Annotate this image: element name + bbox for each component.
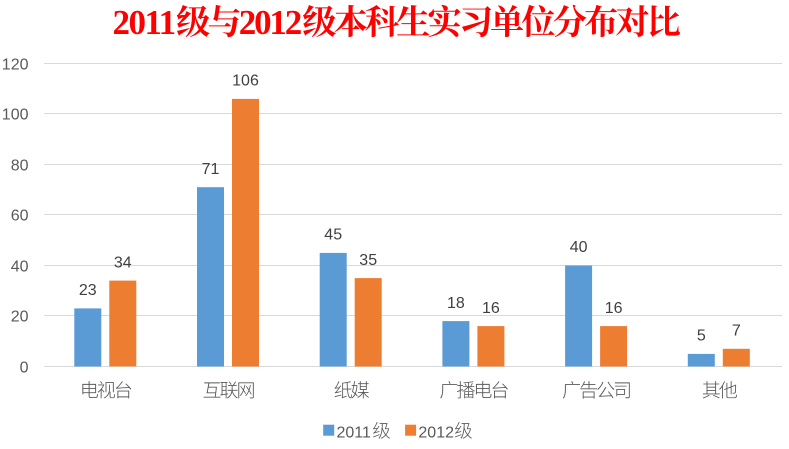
svg-text:80: 80 — [11, 158, 29, 175]
svg-text:16: 16 — [482, 300, 500, 317]
svg-text:2012: 2012 — [239, 3, 303, 42]
svg-text:40: 40 — [570, 239, 588, 256]
svg-text:71: 71 — [202, 161, 220, 178]
svg-text:7: 7 — [732, 323, 741, 340]
svg-text:5: 5 — [697, 328, 706, 345]
svg-text:100: 100 — [2, 107, 29, 124]
svg-text:18: 18 — [447, 295, 465, 312]
svg-text:2012: 2012 — [418, 424, 454, 441]
svg-text:35: 35 — [359, 252, 377, 269]
svg-text:60: 60 — [11, 208, 29, 225]
svg-text:16: 16 — [605, 300, 623, 317]
svg-text:0: 0 — [20, 360, 29, 377]
svg-text:20: 20 — [11, 309, 29, 326]
svg-text:2011: 2011 — [113, 3, 177, 42]
svg-text:2011: 2011 — [337, 424, 372, 441]
svg-text:40: 40 — [11, 259, 29, 276]
svg-text:45: 45 — [324, 227, 342, 244]
svg-text:120: 120 — [2, 57, 29, 74]
svg-text:34: 34 — [114, 254, 132, 271]
svg-text:106: 106 — [232, 73, 259, 90]
svg-text:23: 23 — [79, 282, 97, 299]
